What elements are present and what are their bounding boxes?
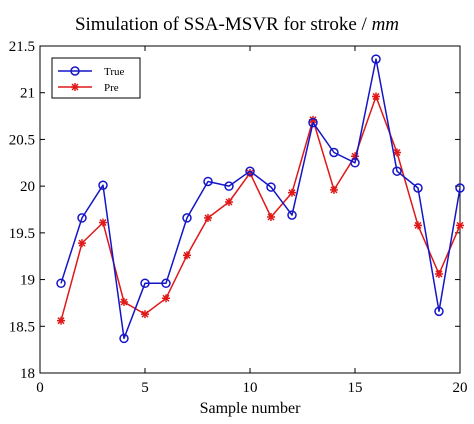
data-point-pre <box>99 218 107 227</box>
y-tick-label: 21 <box>20 86 35 102</box>
axis-ticks: 0 5 10 15 20 18 18.5 19 19.5 20 20.5 21 21.5 <box>9 39 468 396</box>
series-line-pre <box>60 95 461 321</box>
data-point-pre <box>183 251 191 260</box>
y-tick-label: 21.5 <box>9 39 35 55</box>
x-tick-label: 0 <box>36 380 44 396</box>
data-point-pre <box>435 269 443 278</box>
legend: True Pre <box>51 57 141 99</box>
data-point-pre <box>288 188 296 197</box>
data-point-pre <box>414 221 422 230</box>
data-point-pre <box>120 297 128 306</box>
data-point-pre <box>330 185 338 194</box>
data-point-true <box>392 166 402 176</box>
series-layer <box>56 54 465 344</box>
y-tick-label: 19.5 <box>9 226 35 242</box>
legend-true-marker <box>70 66 80 76</box>
data-point-pre <box>57 316 65 325</box>
legend-true-label: True <box>104 66 124 78</box>
x-tick-label: 15 <box>348 380 363 396</box>
data-point-true <box>245 166 255 176</box>
data-point-pre <box>393 148 401 157</box>
data-point-true <box>182 213 192 223</box>
data-point-true <box>56 278 66 289</box>
y-tick-label: 18 <box>20 366 35 382</box>
data-point-true <box>119 333 129 344</box>
data-point-true <box>287 210 297 220</box>
data-point-true <box>371 54 381 64</box>
data-point-true <box>455 183 465 193</box>
x-tick-label: 5 <box>141 380 149 396</box>
y-tick-label: 20.5 <box>9 132 35 148</box>
data-point-true <box>203 176 213 187</box>
data-point-true <box>140 278 150 289</box>
data-point-true <box>413 183 423 193</box>
chart-title: Simulation of SSA-MSVR for stroke / mm <box>75 14 399 35</box>
data-point-true <box>434 306 444 317</box>
data-point-pre <box>372 92 380 101</box>
data-point-true <box>350 158 360 168</box>
data-point-true <box>77 213 87 223</box>
data-point-true <box>308 117 318 128</box>
legend-pre-label: Pre <box>104 82 119 94</box>
data-point-true <box>266 182 276 192</box>
legend-pre-marker <box>71 83 79 91</box>
y-tick-label: 19 <box>20 273 35 289</box>
series-line-true <box>60 58 461 340</box>
x-tick-label: 20 <box>453 380 468 396</box>
y-tick-label: 20 <box>20 179 35 195</box>
data-point-pre <box>267 212 275 221</box>
x-axis-label: Sample number <box>200 400 302 417</box>
chart-title-main: Simulation of SSA-MSVR for stroke / <box>75 14 372 35</box>
data-point-pre <box>225 198 233 207</box>
data-point-pre <box>204 213 212 222</box>
data-point-true <box>224 181 234 191</box>
data-point-true <box>329 147 339 158</box>
data-point-pre <box>456 221 464 230</box>
data-point-pre <box>141 310 149 319</box>
data-point-true <box>98 180 108 190</box>
y-tick-label: 18.5 <box>9 319 35 335</box>
legend-box <box>51 57 141 99</box>
chart-title-unit: mm <box>372 14 399 35</box>
data-point-pre <box>162 294 170 303</box>
data-point-true <box>161 278 171 289</box>
x-tick-label: 10 <box>243 380 258 396</box>
data-point-pre <box>78 239 86 248</box>
